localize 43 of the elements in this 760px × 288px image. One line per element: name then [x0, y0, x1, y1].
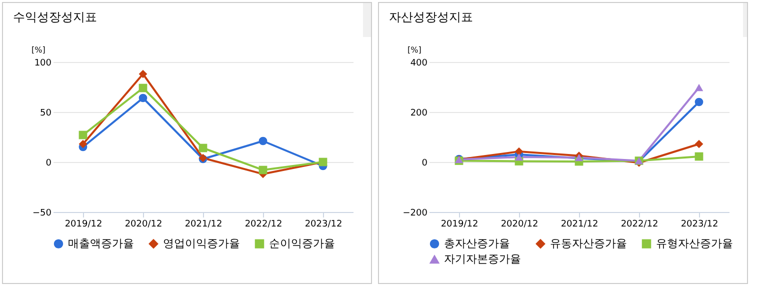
y-tick-label: 50 [40, 108, 52, 118]
point [78, 140, 88, 148]
y-tick-label: 0 [422, 158, 428, 168]
x-tick-label: 2021/12 [560, 220, 598, 230]
point [694, 98, 704, 106]
y-tick-label: 0 [46, 158, 52, 168]
x-tick-label: 2023/12 [304, 220, 342, 230]
chart-title: 수익성장성지표 [13, 10, 97, 24]
x-tick-label: 2022/12 [620, 220, 658, 230]
legend-label: 자기자본증가율 [444, 252, 521, 266]
x-tick-label: 2019/12 [64, 220, 102, 230]
point [258, 136, 268, 146]
point [138, 70, 148, 78]
legend-label: 총자산증가율 [444, 236, 510, 250]
y-tick-label: 100 [34, 58, 52, 68]
x-tick-label: 2019/12 [440, 220, 478, 230]
point [138, 94, 148, 102]
x-tick-label: 2020/12 [124, 220, 162, 230]
point [138, 84, 148, 92]
y-tick-label: 200 [410, 108, 428, 118]
legend-label: 유형자산증가율 [656, 236, 733, 250]
point [694, 84, 704, 92]
y-tick-label: −200 [402, 208, 428, 218]
x-tick-label: 2022/12 [244, 220, 282, 230]
point [258, 166, 268, 174]
x-tick-label: 2020/12 [500, 220, 538, 230]
x-tick-label: 2021/12 [184, 220, 222, 230]
point [514, 153, 524, 161]
y-tick-label: −50 [32, 208, 52, 218]
y-tick-label: 400 [410, 58, 428, 68]
point [78, 130, 88, 140]
legend-label: 영업이익증가율 [163, 236, 240, 250]
point [694, 140, 704, 148]
x-tick-label: 2023/12 [680, 220, 718, 230]
y-axis-title: [%] [408, 46, 422, 54]
legend-label: 유동자산증가율 [550, 236, 627, 250]
legend-label: 매출액증가율 [68, 236, 134, 250]
chart-title: 자산성장성지표 [389, 10, 473, 24]
point [514, 147, 524, 156]
point [198, 144, 208, 152]
legend-label: 순이익증가율 [269, 236, 335, 250]
point [694, 152, 704, 161]
y-axis-title: [%] [32, 46, 46, 54]
